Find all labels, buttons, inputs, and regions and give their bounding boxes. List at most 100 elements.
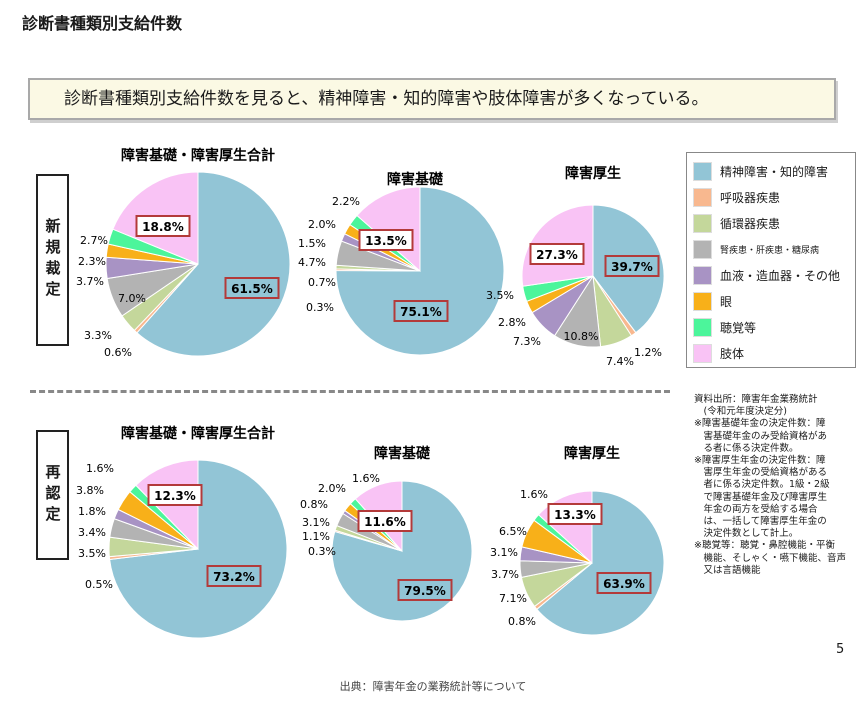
- note-line: 又は言語機能: [694, 564, 761, 576]
- legend-item: 眼: [693, 292, 732, 311]
- chart-title: 障害基礎: [374, 445, 431, 462]
- data-label: 2.0%: [308, 218, 336, 231]
- data-label: 2.0%: [318, 482, 346, 495]
- data-label: 7.3%: [513, 335, 541, 348]
- chart-title: 障害基礎: [387, 171, 444, 188]
- note-line: (令和元年度決定分): [694, 406, 787, 418]
- data-label-box: [206, 565, 262, 587]
- legend-label: 循環器疾患: [720, 217, 781, 231]
- data-label-box: [604, 255, 660, 277]
- data-label-box: [358, 229, 414, 251]
- data-label: 0.8%: [508, 615, 536, 628]
- data-label: 1.1%: [302, 530, 330, 543]
- legend-label: 血液・造血器・その他: [720, 269, 841, 283]
- section-divider: [30, 390, 670, 393]
- data-label: 0.6%: [104, 346, 132, 359]
- notes: 資料出所：障害年金業務統計 (令和元年度決定分) ※障害基礎年金の決定件数：障 …: [694, 394, 860, 577]
- chart-title: 障害厚生: [565, 165, 621, 182]
- note-line: る者に係る決定件数。: [694, 442, 799, 454]
- pie-slice: [335, 186, 505, 356]
- note-line: 害厚生年金の受給資格がある: [694, 467, 828, 479]
- legend-item: 呼吸器疾患: [693, 188, 780, 207]
- legend: 精神障害・知的障害 呼吸器疾患 循環器疾患 腎疾患・肝疾患・糖尿病 血液・造血器…: [686, 152, 856, 368]
- legend-swatch: [693, 266, 712, 285]
- legend-label: 眼: [720, 295, 733, 309]
- data-label: 3.7%: [491, 568, 519, 581]
- data-label: 79.5%: [404, 584, 446, 598]
- data-label: 6.5%: [499, 525, 527, 538]
- data-label: 1.5%: [298, 237, 326, 250]
- data-label: 3.5%: [486, 289, 514, 302]
- data-label: 3.1%: [490, 546, 518, 559]
- data-label: 1.6%: [352, 472, 380, 485]
- legend-label: 呼吸器疾患: [720, 191, 781, 205]
- data-label: 13.3%: [554, 508, 596, 522]
- chart-title: 障害基礎・障害厚生合計: [121, 147, 275, 164]
- pie-slice: [536, 490, 665, 636]
- data-label-box: [393, 300, 449, 322]
- note-line: 機能、そしゃく・嚥下機能、音声: [694, 552, 847, 564]
- legend-swatch: [693, 162, 712, 181]
- legend-swatch: [693, 214, 712, 233]
- data-label: 27.3%: [536, 248, 578, 262]
- data-label: 10.8%: [564, 330, 599, 343]
- data-label: 3.7%: [76, 275, 104, 288]
- data-label: 63.9%: [603, 577, 645, 591]
- legend-label: 聴覚等: [720, 321, 757, 335]
- data-label: 0.8%: [300, 498, 328, 511]
- note-line: 資料出所：障害年金業務統計: [694, 394, 818, 405]
- data-label: 1.2%: [634, 346, 662, 359]
- legend-label: 精神障害・知的障害: [720, 165, 829, 179]
- data-label: 11.6%: [364, 515, 406, 529]
- row-label-new: 新規裁定: [36, 174, 69, 346]
- legend-label: 腎疾患・肝疾患・糖尿病: [720, 246, 820, 256]
- data-label: 0.7%: [308, 276, 336, 289]
- data-label: 0.5%: [85, 578, 113, 591]
- pie-slice: [136, 171, 291, 357]
- legend-label: 肢体: [720, 347, 745, 361]
- data-label-box: [135, 215, 191, 237]
- data-label: 1.6%: [86, 462, 114, 475]
- data-label-box: [397, 579, 453, 601]
- legend-item: 循環器疾患: [693, 214, 780, 233]
- data-label: 3.8%: [76, 484, 104, 497]
- data-label-box: [547, 503, 603, 525]
- data-label: 1.6%: [520, 488, 548, 501]
- data-label: 7.0%: [118, 292, 146, 305]
- data-label-box: [147, 484, 203, 506]
- page-number: 5: [836, 642, 845, 657]
- data-label-box: [224, 277, 280, 299]
- data-label: 18.8%: [142, 220, 184, 234]
- data-label: 1.8%: [78, 505, 106, 518]
- legend-swatch: [693, 292, 712, 311]
- legend-swatch: [693, 344, 712, 363]
- data-label-box: [596, 572, 652, 594]
- data-label: 4.7%: [298, 256, 326, 269]
- page-title: 診断書種類別支給件数: [22, 14, 183, 33]
- row-label-renew: 再認定: [36, 430, 69, 560]
- legend-swatch: [693, 318, 712, 337]
- data-label: 39.7%: [611, 260, 653, 274]
- legend-swatch: [693, 240, 712, 259]
- data-label: 75.1%: [400, 305, 442, 319]
- note-line: ※聴覚等：聴覚・鼻腔機能・平衡: [694, 540, 835, 552]
- note-line: ※障害厚生年金の決定件数：障: [694, 455, 826, 467]
- data-label: 2.2%: [332, 195, 360, 208]
- data-label: 3.3%: [84, 329, 112, 342]
- data-label: 7.4%: [606, 355, 634, 368]
- data-label: 3.5%: [78, 547, 106, 560]
- data-label: 3.1%: [302, 516, 330, 529]
- data-label: 73.2%: [213, 570, 255, 584]
- note-line: 者に係る決定件数。1級・2級: [694, 479, 830, 491]
- legend-item: 聴覚等: [693, 318, 756, 337]
- source-citation: 出典：障害年金の業務統計等について: [339, 680, 527, 693]
- note-line: ※障害基礎年金の決定件数：障: [694, 418, 826, 430]
- data-label: 0.3%: [308, 545, 336, 558]
- legend-item: 肢体: [693, 344, 744, 363]
- data-label: 2.3%: [78, 255, 106, 268]
- legend-swatch: [693, 188, 712, 207]
- data-label-box: [529, 243, 585, 265]
- legend-item: 血液・造血器・その他: [693, 266, 840, 285]
- note-line: は、一括して障害厚生年金の: [694, 516, 827, 528]
